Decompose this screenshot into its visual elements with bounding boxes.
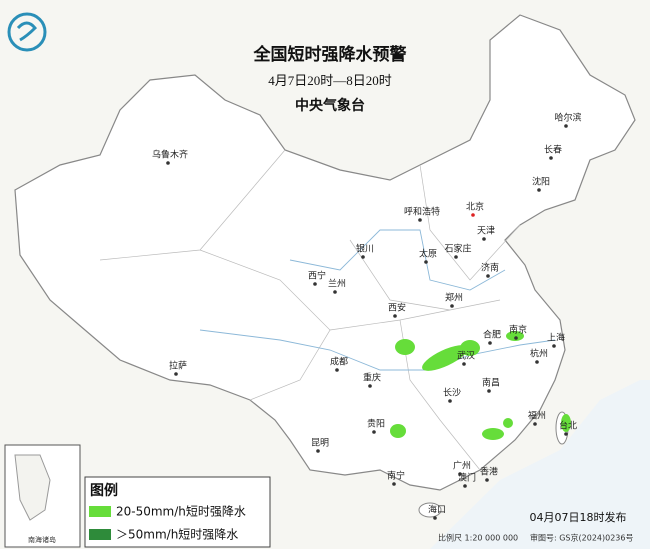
city-label: 兰州 <box>328 278 346 290</box>
rain-area <box>482 428 504 440</box>
city-dot <box>454 255 458 259</box>
city-label: 太原 <box>419 248 437 260</box>
city-dot <box>333 290 337 294</box>
rain-areas <box>390 331 571 440</box>
city-dot <box>166 161 170 165</box>
city-label: 西宁 <box>308 270 326 282</box>
city-dot <box>174 372 178 376</box>
city-dot <box>361 255 365 259</box>
city-dot <box>485 478 489 482</box>
city-dot <box>368 384 372 388</box>
city-dot <box>463 484 467 488</box>
city-label: 沈阳 <box>532 176 550 188</box>
city-dot <box>450 304 454 308</box>
sea <box>430 380 650 549</box>
city-dot <box>564 432 568 436</box>
city-label: 拉萨 <box>169 360 187 372</box>
city-dot <box>552 344 556 348</box>
city-dot <box>514 336 518 340</box>
legend-label: 20-50mm/h短时强降水 <box>116 505 246 519</box>
city-label: 广州 <box>453 460 471 472</box>
city-dot <box>486 274 490 278</box>
city-label: 石家庄 <box>444 243 471 255</box>
city-dot <box>433 516 437 520</box>
city-label: 重庆 <box>363 372 381 384</box>
city-label: 武汉 <box>457 350 475 362</box>
rain-area <box>561 414 571 432</box>
city-label: 天津 <box>477 226 495 237</box>
legend-label: ＞50mm/h短时强降水 <box>116 528 238 542</box>
city-label: 呼和浩特 <box>404 206 440 218</box>
city-label: 西安 <box>388 302 406 314</box>
city-label: 福州 <box>528 410 546 422</box>
rain-area <box>460 340 480 356</box>
legend-swatch <box>89 529 111 540</box>
city-label: 杭州 <box>530 348 548 360</box>
city-label: 长沙 <box>443 387 461 399</box>
legend: 图例 20-50mm/h短时强降水 ＞50mm/h短时强降水 <box>84 476 271 548</box>
inset: 南海诸岛 <box>4 444 81 548</box>
city-dot <box>424 260 428 264</box>
subtitle: 4月7日20时—8日20时 <box>268 73 392 88</box>
city-dot <box>418 218 422 222</box>
city-label: 澳门 <box>458 472 476 484</box>
rain-area <box>503 418 513 428</box>
city-label: 贵阳 <box>367 418 385 430</box>
city-dot <box>471 213 475 217</box>
city-label: 南宁 <box>387 470 405 482</box>
city-label: 台北 <box>559 420 577 432</box>
city-dot <box>335 368 339 372</box>
city-label: 济南 <box>481 262 499 274</box>
city-label: 南昌 <box>482 377 500 389</box>
city-dot <box>537 188 541 192</box>
city-dot <box>462 362 466 366</box>
rain-area <box>422 345 468 371</box>
city-dot <box>393 314 397 318</box>
city-label: 合肥 <box>483 329 501 341</box>
city-dot <box>392 482 396 486</box>
city-dot <box>533 422 537 426</box>
legend-swatch <box>89 506 111 517</box>
city-dot <box>372 430 376 434</box>
rain-area <box>395 339 415 355</box>
city-label: 银川 <box>356 243 374 255</box>
rain-area <box>390 424 406 438</box>
city-label: 南京 <box>509 324 527 336</box>
legend-title: 图例 <box>90 482 118 499</box>
city-dot <box>458 472 462 476</box>
city-dot <box>316 449 320 453</box>
title: 全国短时强降水预警 <box>253 44 407 65</box>
issuer: 中央气象台 <box>295 97 365 114</box>
rivers <box>199 229 556 371</box>
rain-area <box>506 331 524 341</box>
city-label: 海口 <box>428 504 446 516</box>
city-dot <box>535 360 539 364</box>
city-dot <box>564 124 568 128</box>
city-label: 昆明 <box>311 438 329 449</box>
city-label: 成都 <box>330 356 348 368</box>
city-label: 长春 <box>544 144 562 156</box>
inset-label: 南海诸岛 <box>28 535 56 544</box>
city-label: 北京 <box>466 201 484 213</box>
city-dot <box>448 399 452 403</box>
city-dot <box>488 341 492 345</box>
city-dot <box>313 282 317 286</box>
scale: 比例尺 1:20 000 000 <box>438 533 518 543</box>
city-dot <box>487 389 491 393</box>
city-label: 上海 <box>547 332 565 344</box>
inset-land <box>14 454 51 521</box>
city-label: 香港 <box>480 466 498 478</box>
issued-time: 04月07日18时发布 <box>530 510 627 524</box>
logo <box>7 12 47 52</box>
legend-box <box>84 476 271 548</box>
city-label: 哈尔滨 <box>554 112 581 124</box>
city-label: 乌鲁木齐 <box>152 149 188 161</box>
city-dot <box>549 156 553 160</box>
hainan <box>418 502 442 518</box>
approval: 审图号: GS京(2024)0236号 <box>530 533 633 543</box>
city-dot <box>482 237 486 241</box>
city-label: 郑州 <box>445 292 463 304</box>
